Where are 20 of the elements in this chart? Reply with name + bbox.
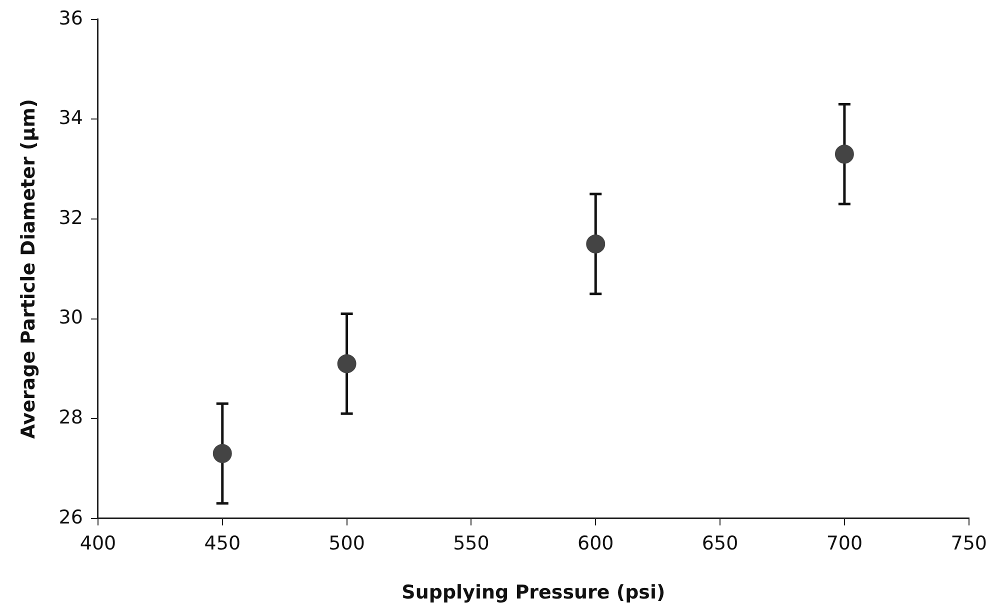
x-tick-label: 700 bbox=[826, 532, 863, 555]
x-tick-label: 600 bbox=[577, 532, 614, 555]
x-tick-label: 650 bbox=[702, 532, 738, 555]
x-axis-title: Supplying Pressure (psi) bbox=[402, 582, 666, 604]
x-tick-label: 450 bbox=[204, 532, 241, 555]
y-tick-label: 36 bbox=[58, 7, 83, 30]
y-tick-label: 32 bbox=[58, 206, 83, 229]
y-tick-label: 30 bbox=[58, 306, 83, 329]
x-tick-label: 500 bbox=[328, 532, 365, 555]
y-tick-label: 28 bbox=[58, 406, 83, 429]
y-tick-label: 34 bbox=[58, 107, 83, 130]
point bbox=[834, 144, 854, 164]
point bbox=[586, 234, 606, 254]
point bbox=[337, 354, 356, 374]
x-tick-label: 550 bbox=[453, 532, 490, 555]
y-axis-title: Average Particle Diameter (μm) bbox=[17, 98, 40, 439]
y-tick-label: 26 bbox=[58, 506, 83, 528]
x-tick-label: 750 bbox=[950, 532, 987, 555]
point bbox=[212, 444, 232, 464]
x-tick-label: 400 bbox=[80, 532, 116, 555]
